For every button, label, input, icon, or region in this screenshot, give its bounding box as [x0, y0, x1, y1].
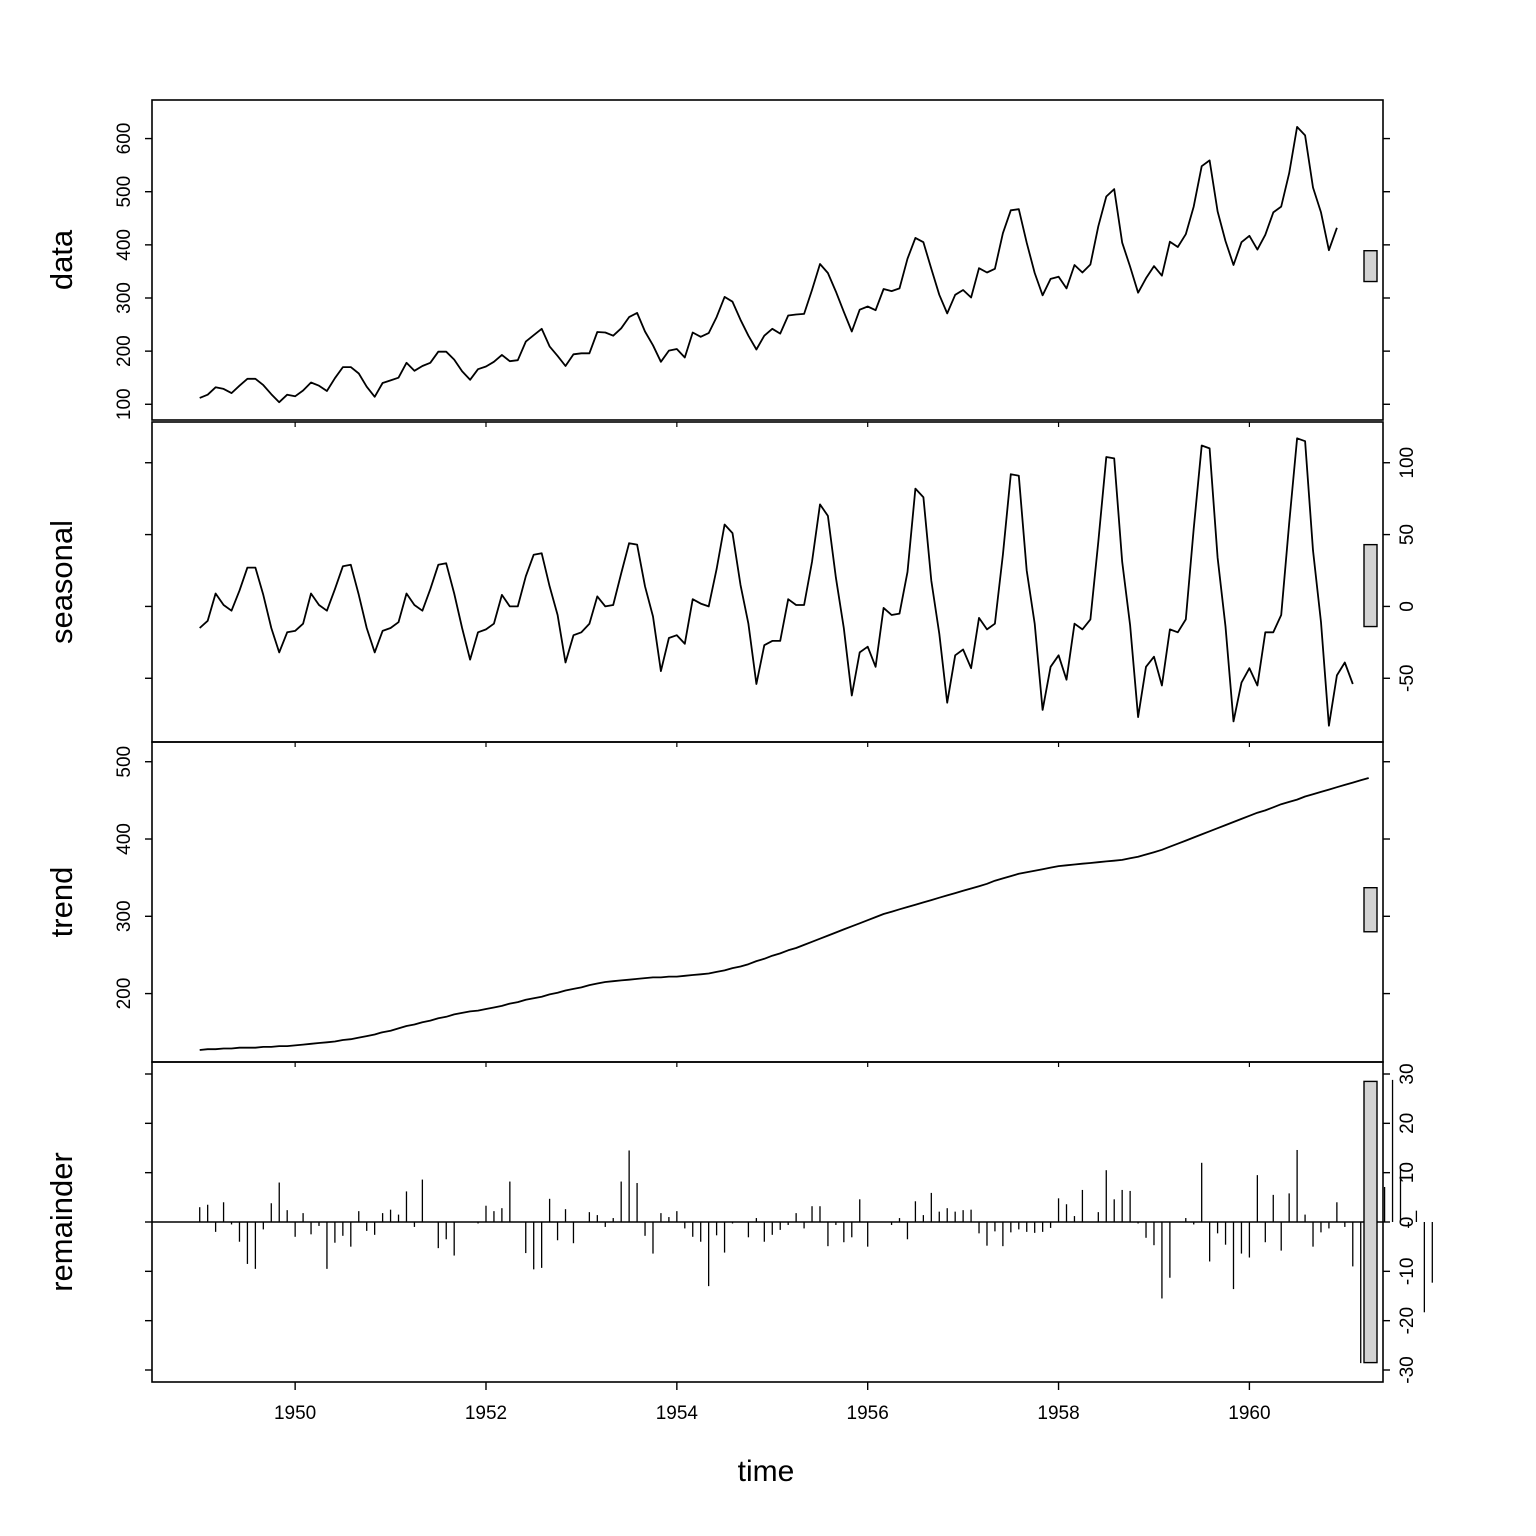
panels: 100200300400500600data-50050100seasonal2… [44, 99, 1433, 1384]
x-tick-label: 1958 [1037, 1403, 1079, 1424]
panel-label: trend [44, 867, 79, 938]
panel-seasonal: -50 0 50 100 seasonal [44, 421, 1418, 743]
panel-frame [151, 99, 1384, 421]
series-data-line [199, 126, 1338, 404]
panel-data: 100 200 300 400 500 600 data [44, 99, 1390, 421]
y-tick-label: 300 [114, 900, 135, 932]
y-tick-label: -10 [1397, 1258, 1418, 1285]
x-tick-label: 1960 [1228, 1403, 1270, 1424]
panel-label: data [44, 229, 79, 290]
x-tick-label: 1952 [465, 1403, 507, 1424]
y-tick-label: 500 [114, 176, 135, 208]
y-tick-label: 600 [114, 123, 135, 155]
y-tick-label: 200 [114, 335, 135, 367]
x-tick-label: 1954 [656, 1403, 699, 1424]
y-tick-label: 100 [114, 388, 135, 420]
scale-bar [1363, 1080, 1378, 1364]
y-tick-label: 300 [114, 282, 135, 314]
scale-bar [1363, 250, 1378, 283]
y-tick-label: 100 [1397, 447, 1418, 479]
y-tick-label: 20 [1397, 1113, 1418, 1134]
x-axis: 1950 1952 1954 1956 1958 1960 [274, 422, 1271, 1424]
scale-bar [1363, 887, 1378, 933]
panel-label: seasonal [44, 520, 79, 644]
panel-frame [151, 741, 1384, 1063]
x-tick-label: 1956 [847, 1403, 889, 1424]
y-tick-label: 0 [1397, 1217, 1418, 1228]
y-tick-label: 0 [1397, 601, 1418, 612]
y-tick-label: 30 [1397, 1063, 1418, 1084]
x-tick-label: 1950 [274, 1403, 316, 1424]
y-tick-label: -50 [1397, 665, 1418, 692]
y-tick-label: 400 [114, 229, 135, 261]
series-trend-line [199, 777, 1369, 1051]
y-tick-label: 10 [1397, 1162, 1418, 1183]
x-axis-title: time [738, 1455, 795, 1488]
series-seasonal-line [199, 437, 1354, 727]
y-tick-label: -30 [1397, 1356, 1418, 1383]
panel-trend: 200 300 400 500 trend [44, 741, 1390, 1063]
y-tick-label: 200 [114, 978, 135, 1010]
y-tick-label: -20 [1397, 1307, 1418, 1334]
y-tick-label: 50 [1397, 524, 1418, 545]
panel-remainder: -30 -20 -10 0 10 20 30 remainder [44, 1061, 1433, 1384]
y-tick-label: 400 [114, 823, 135, 855]
scale-bar [1363, 543, 1378, 628]
y-tick-label: 500 [114, 746, 135, 778]
panel-label: remainder [44, 1152, 79, 1292]
